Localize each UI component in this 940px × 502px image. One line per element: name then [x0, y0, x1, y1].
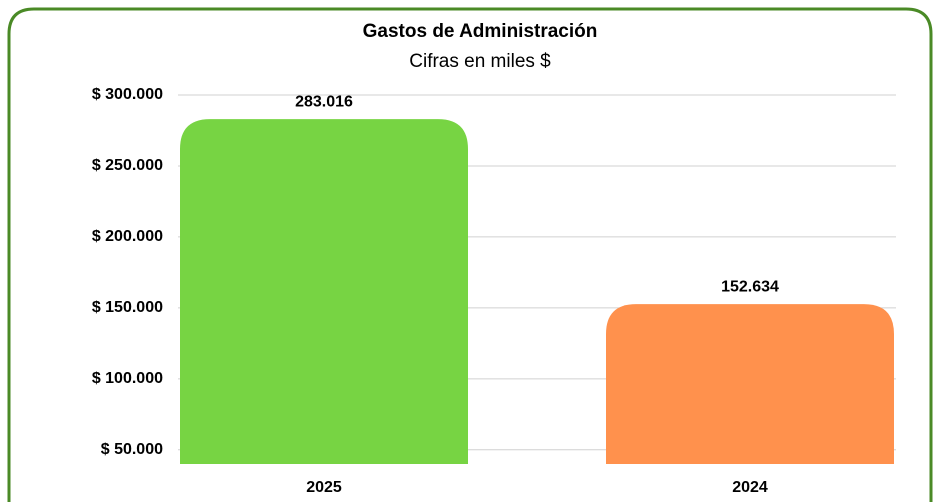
x-tick-label: 2024: [732, 479, 768, 496]
data-label: 152.634: [721, 278, 779, 295]
y-tick-label: $ 200.000: [92, 228, 163, 245]
chart-frame: [7, 7, 933, 502]
y-tick-label: $ 300.000: [92, 86, 163, 103]
bar: [180, 119, 468, 464]
y-tick-label: $ 100.000: [92, 370, 163, 387]
y-tick-label: $ 150.000: [92, 299, 163, 316]
y-tick-label: $ 50.000: [101, 441, 163, 458]
chart-title: Gastos de Administración: [363, 21, 598, 42]
bar: [606, 304, 894, 464]
data-label: 283.016: [295, 93, 353, 110]
y-tick-label: $ 250.000: [92, 157, 163, 174]
x-tick-label: 2025: [306, 479, 342, 496]
chart-subtitle: Cifras en miles $: [409, 51, 551, 72]
